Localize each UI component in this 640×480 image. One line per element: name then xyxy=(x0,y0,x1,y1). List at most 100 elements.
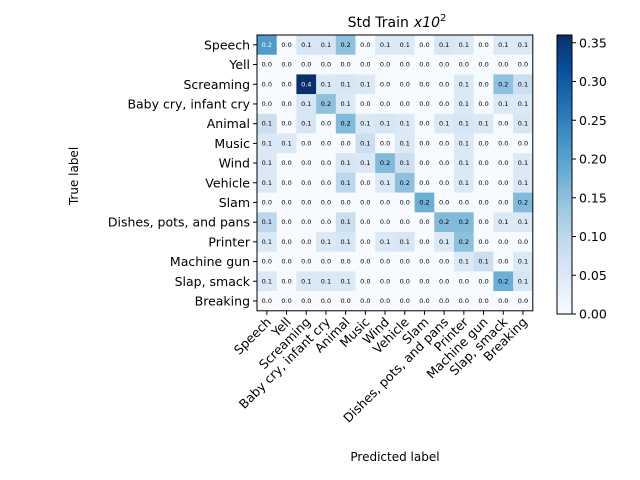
cell-value-label: 0.0 xyxy=(262,258,272,266)
heatmap-cell xyxy=(434,251,455,272)
cell-value-label: 0.1 xyxy=(380,179,390,187)
cell-value-label: 0.0 xyxy=(262,297,272,305)
cell-value-label: 0.0 xyxy=(419,297,429,305)
cell-value-label: 0.1 xyxy=(459,120,469,128)
heatmap-cell xyxy=(394,251,415,272)
heatmap-cell xyxy=(414,271,435,292)
heatmap-cell xyxy=(375,133,396,154)
heatmap-cell xyxy=(493,113,514,134)
heatmap-cell xyxy=(316,172,337,193)
heatmap-cell xyxy=(454,94,474,115)
heatmap-cell xyxy=(355,251,376,272)
cell-value-label: 0.1 xyxy=(518,159,528,167)
cell-value-label: 0.0 xyxy=(478,61,488,69)
heatmap-cell xyxy=(434,212,455,233)
cell-value-label: 0.1 xyxy=(340,218,350,226)
cell-value-label: 0.1 xyxy=(281,139,291,147)
heatmap-cell xyxy=(414,74,435,95)
heatmap-cell xyxy=(276,291,297,312)
heatmap-cell xyxy=(394,192,415,213)
heatmap-cell xyxy=(335,192,356,213)
heatmap-cell xyxy=(394,212,415,233)
cell-value-label: 0.0 xyxy=(478,80,488,88)
heatmap-cell xyxy=(375,94,396,115)
heatmap-cell xyxy=(493,271,514,292)
cell-value-label: 0.2 xyxy=(459,238,469,246)
cell-value-label: 0.1 xyxy=(262,179,272,187)
heatmap-cell xyxy=(454,153,474,174)
cell-value-label: 0.0 xyxy=(419,238,429,246)
cell-value-label: 0.1 xyxy=(262,218,272,226)
cell-value-label: 0.0 xyxy=(301,139,311,147)
heatmap-cell xyxy=(257,271,277,292)
cell-value-label: 0.0 xyxy=(301,258,311,266)
heatmap-cell xyxy=(414,153,435,174)
cell-value-label: 0.0 xyxy=(478,297,488,305)
cell-value-label: 0.0 xyxy=(439,258,449,266)
heatmap-cell xyxy=(493,291,514,312)
heatmap-cell xyxy=(276,54,297,75)
heatmap-cell xyxy=(355,271,376,292)
heatmap-cell xyxy=(296,153,317,174)
heatmap-cell xyxy=(454,35,474,55)
heatmap-cell xyxy=(473,271,494,292)
cell-value-label: 0.1 xyxy=(400,41,410,49)
y-tick-label: Wind xyxy=(219,156,250,171)
cell-value-label: 0.0 xyxy=(281,120,291,128)
heatmap-cell xyxy=(316,74,337,95)
cell-value-label: 0.1 xyxy=(360,159,370,167)
cell-value-label: 0.2 xyxy=(419,198,429,206)
y-tick-label: Printer xyxy=(208,234,250,249)
heatmap-cell xyxy=(434,113,455,134)
cell-value-label: 0.1 xyxy=(439,120,449,128)
cell-value-label: 0.0 xyxy=(419,258,429,266)
heatmap-cell xyxy=(414,172,435,193)
cell-value-label: 0.1 xyxy=(459,80,469,88)
heatmap-cell xyxy=(434,54,455,75)
cell-value-label: 0.0 xyxy=(478,139,488,147)
heatmap-cell xyxy=(355,212,376,233)
heatmap-cell xyxy=(257,133,277,154)
cell-value-label: 0.1 xyxy=(340,277,350,285)
heatmap-cell xyxy=(257,192,277,213)
heatmap-cell xyxy=(473,133,494,154)
heatmap-cell xyxy=(473,291,494,312)
heatmap-cell xyxy=(414,232,435,252)
chart-title-main: Std Train xyxy=(348,15,409,31)
heatmap-cell xyxy=(355,94,376,115)
heatmap-cell xyxy=(355,153,376,174)
heatmap-cell xyxy=(434,271,455,292)
cell-value-label: 0.0 xyxy=(459,198,469,206)
heatmap-cell xyxy=(434,172,455,193)
y-tick-label: Slam xyxy=(219,195,250,210)
heatmap-cell xyxy=(335,172,356,193)
cell-value-label: 0.0 xyxy=(281,100,291,108)
cell-value-label: 0.0 xyxy=(321,297,331,305)
heatmap-cell xyxy=(257,113,277,134)
heatmap-cell xyxy=(513,74,534,95)
heatmap-cell xyxy=(355,74,376,95)
cell-value-label: 0.0 xyxy=(301,61,311,69)
heatmap-cell xyxy=(355,192,376,213)
cell-value-label: 0.0 xyxy=(281,41,291,49)
cell-value-label: 0.1 xyxy=(518,41,528,49)
cell-value-label: 0.1 xyxy=(380,41,390,49)
heatmap-cell xyxy=(513,232,534,252)
heatmap-cell xyxy=(513,94,534,115)
cell-value-label: 0.0 xyxy=(478,198,488,206)
cell-value-label: 0.1 xyxy=(321,41,331,49)
cell-value-label: 0.2 xyxy=(459,218,469,226)
cell-value-label: 0.1 xyxy=(518,80,528,88)
heatmap-cell xyxy=(335,113,356,134)
cell-value-label: 0.0 xyxy=(281,258,291,266)
heatmap-cell xyxy=(335,291,356,312)
heatmap-cell xyxy=(434,74,455,95)
heatmap-cell xyxy=(276,113,297,134)
heatmap-cell xyxy=(454,172,474,193)
colorbar-tick-label: 0.15 xyxy=(579,190,607,205)
cell-value-label: 0.1 xyxy=(380,120,390,128)
cell-value-label: 0.0 xyxy=(478,100,488,108)
heatmap-cell xyxy=(473,54,494,75)
heatmap-cell xyxy=(355,54,376,75)
